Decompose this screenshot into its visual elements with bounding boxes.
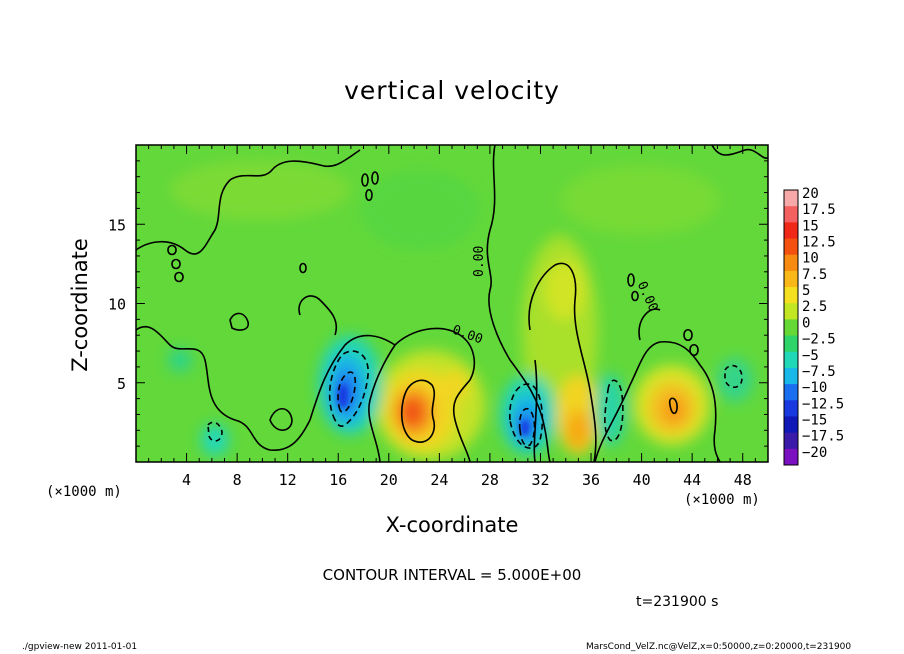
x-tick-label: 8: [233, 471, 242, 489]
colorbar-label: −17.5: [802, 429, 844, 445]
colorbar-swatch: [784, 303, 798, 320]
colorbar-label: 10: [802, 251, 819, 267]
colorbar-swatch: [784, 384, 798, 401]
colorbar-swatch: [784, 432, 798, 450]
chart-title: vertical velocity: [344, 76, 560, 105]
colorbar-swatch: [784, 287, 798, 304]
contour-label-1: 0.00: [472, 246, 487, 277]
contour-interval-text: CONTOUR INTERVAL = 5.000E+00: [322, 566, 582, 584]
colorbar-label: −12.5: [802, 396, 844, 412]
colorbar-label: 5: [802, 283, 810, 299]
x-axis: 4 8 12 16 20 24 28 32 36 40 44 48: [148, 145, 756, 489]
colorbar-label: 17.5: [802, 202, 836, 218]
colorbar-swatch: [784, 190, 798, 207]
time-readout: t=231900 s: [636, 594, 719, 610]
colorbar-label: 0: [802, 315, 810, 331]
colorbar-swatch: [784, 222, 798, 240]
footer-left: ./gpview-new 2011-01-01: [22, 642, 138, 652]
colorbar-swatch: [784, 448, 798, 466]
x-tick-label: 36: [582, 471, 600, 489]
colorbar-swatch: [784, 335, 798, 353]
colorbar-label: −5: [802, 348, 819, 364]
colorbar-label: 7.5: [802, 267, 827, 283]
colorbar-swatch: [784, 319, 798, 337]
x-tick-label: 40: [633, 471, 651, 489]
colorbar-label: 2.5: [802, 299, 827, 315]
colorbar-swatch: [784, 400, 798, 417]
colorbar-label: 12.5: [802, 235, 836, 251]
colorbar-swatch: [784, 270, 798, 288]
x-tick-label: 24: [430, 471, 448, 489]
x-tick-label: 44: [683, 471, 701, 489]
colorbar-label: −15: [802, 412, 827, 428]
colorbar-swatch: [784, 367, 798, 385]
colorbar-swatch: [784, 206, 798, 223]
colorbar-label: 15: [802, 218, 819, 234]
y-tick-label: 15: [108, 216, 126, 234]
contour-lines: [136, 145, 768, 462]
colorbar: 2017.51512.5107.552.50−2.5−5−7.5−10−12.5…: [783, 186, 844, 466]
heatmap-field: [136, 145, 768, 462]
x-tick-label: 20: [380, 471, 398, 489]
colorbar-label: −7.5: [802, 364, 836, 380]
colorbar-label: 20: [802, 186, 819, 202]
colorbar-swatch: [784, 416, 798, 434]
colorbar-swatch: [784, 254, 798, 272]
y-axis-unit: (×1000 m): [46, 484, 122, 500]
x-axis-unit: (×1000 m): [684, 492, 760, 508]
x-axis-label: X-coordinate: [385, 513, 519, 537]
colorbar-label: −10: [802, 380, 827, 396]
y-tick-label: 10: [108, 296, 126, 314]
x-tick-label: 16: [329, 471, 347, 489]
x-tick-label: 4: [182, 471, 191, 489]
x-tick-label: 12: [279, 471, 297, 489]
colorbar-label: −20: [802, 445, 827, 461]
colorbar-label: −2.5: [802, 332, 836, 348]
colorbar-swatch: [784, 351, 798, 369]
colorbar-swatch: [784, 238, 798, 256]
y-axis: 5 10 15: [108, 160, 768, 447]
colorbar-frame: [783, 189, 799, 466]
x-tick-label: 48: [734, 471, 752, 489]
y-tick-label: 5: [117, 375, 126, 393]
x-tick-label: 28: [481, 471, 499, 489]
footer-right: MarsCond_VelZ.nc@VelZ,x=0:50000,z=0:2000…: [586, 642, 852, 652]
x-tick-label: 32: [531, 471, 549, 489]
